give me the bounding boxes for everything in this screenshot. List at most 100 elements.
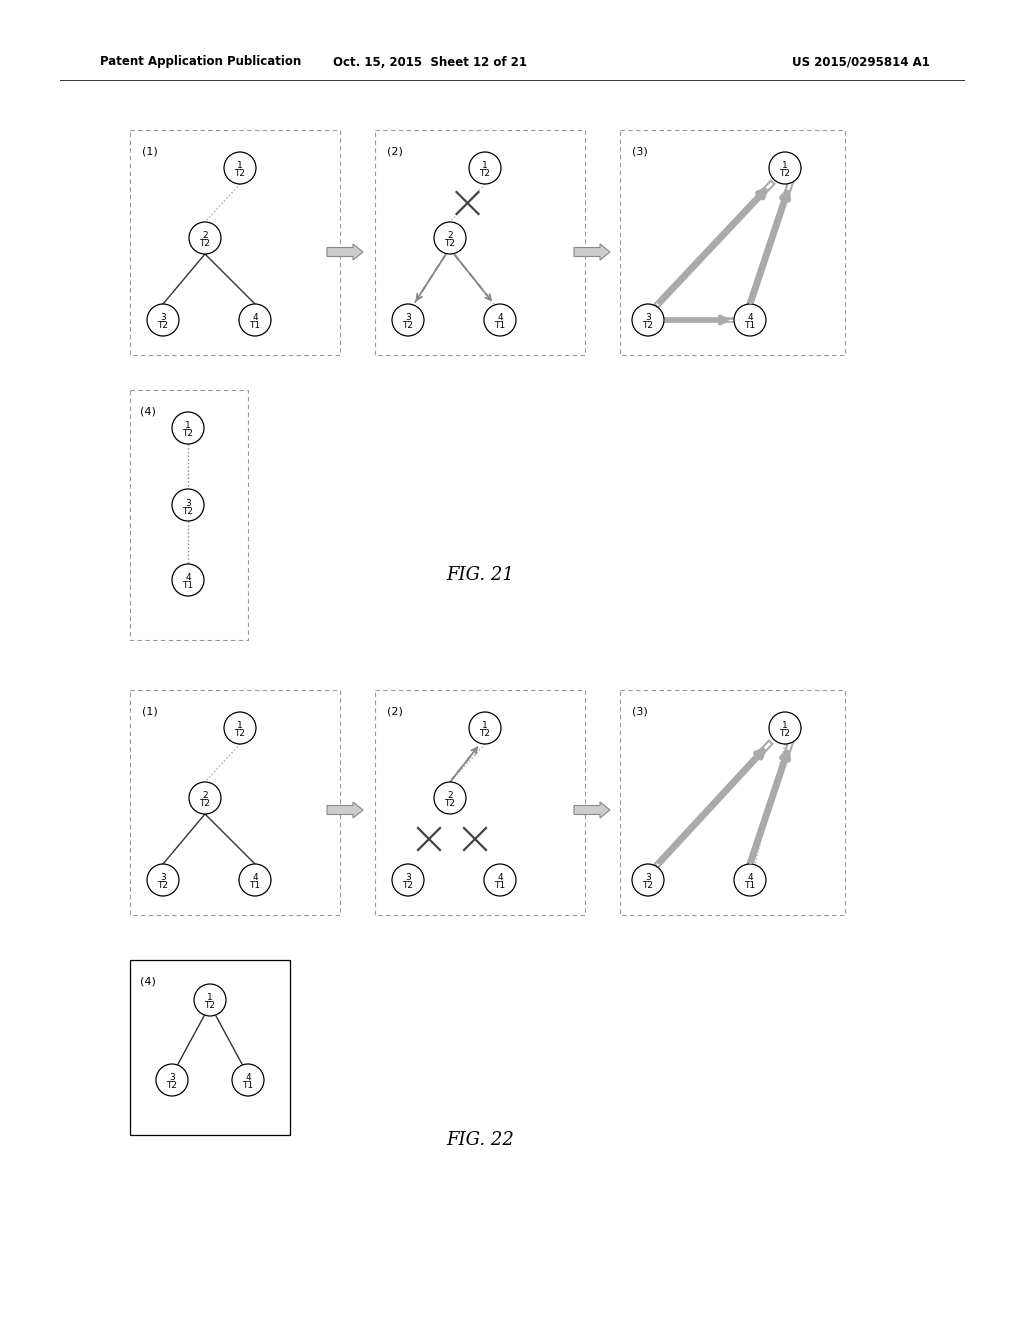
Text: (1): (1)	[142, 147, 158, 156]
Text: US 2015/0295814 A1: US 2015/0295814 A1	[793, 55, 930, 69]
Circle shape	[224, 711, 256, 744]
Circle shape	[189, 781, 221, 814]
Circle shape	[392, 304, 424, 337]
Text: 3: 3	[185, 499, 190, 507]
Text: 3: 3	[406, 874, 411, 883]
Circle shape	[769, 711, 801, 744]
Circle shape	[484, 865, 516, 896]
Text: 2: 2	[447, 792, 453, 800]
Bar	[375, 129, 585, 355]
Text: 2: 2	[202, 231, 208, 240]
Text: FIG. 21: FIG. 21	[446, 566, 514, 583]
Bar	[620, 129, 845, 355]
FancyArrow shape	[574, 244, 610, 260]
Circle shape	[434, 781, 466, 814]
Text: T1: T1	[250, 322, 260, 330]
Text: T2: T2	[402, 882, 414, 891]
Text: T2: T2	[234, 169, 246, 178]
Text: (2): (2)	[387, 706, 402, 715]
Circle shape	[769, 152, 801, 183]
Text: 3: 3	[160, 874, 166, 883]
Text: T2: T2	[779, 730, 791, 738]
Text: T2: T2	[234, 730, 246, 738]
Text: FIG. 22: FIG. 22	[446, 1131, 514, 1148]
Text: T1: T1	[182, 582, 194, 590]
Text: T1: T1	[250, 882, 260, 891]
Circle shape	[147, 865, 179, 896]
Text: T2: T2	[444, 239, 456, 248]
Bar	[130, 960, 290, 1135]
Text: T2: T2	[200, 800, 211, 808]
Text: 4: 4	[498, 314, 503, 322]
Text: 4: 4	[748, 314, 753, 322]
FancyArrow shape	[327, 803, 362, 818]
Circle shape	[147, 304, 179, 337]
Text: Oct. 15, 2015  Sheet 12 of 21: Oct. 15, 2015 Sheet 12 of 21	[333, 55, 527, 69]
Text: 2: 2	[447, 231, 453, 240]
FancyArrow shape	[327, 244, 362, 260]
Text: T2: T2	[200, 239, 211, 248]
Circle shape	[632, 865, 664, 896]
Text: T1: T1	[744, 882, 756, 891]
Text: 2: 2	[202, 792, 208, 800]
Text: Patent Application Publication: Patent Application Publication	[100, 55, 301, 69]
Text: T2: T2	[779, 169, 791, 178]
Bar	[375, 690, 585, 915]
Text: 1: 1	[238, 722, 243, 730]
Bar	[130, 690, 340, 915]
Circle shape	[172, 488, 204, 521]
Circle shape	[392, 865, 424, 896]
Text: (2): (2)	[387, 147, 402, 156]
Text: 1: 1	[185, 421, 190, 430]
Text: 1: 1	[482, 161, 487, 170]
Text: T2: T2	[642, 322, 653, 330]
Bar	[130, 129, 340, 355]
Text: 1: 1	[782, 161, 787, 170]
Text: (3): (3)	[632, 706, 648, 715]
Circle shape	[469, 711, 501, 744]
Circle shape	[224, 152, 256, 183]
Circle shape	[484, 304, 516, 337]
Text: T2: T2	[167, 1081, 177, 1090]
Circle shape	[156, 1064, 188, 1096]
Text: T2: T2	[182, 429, 194, 438]
Circle shape	[434, 222, 466, 253]
Text: T1: T1	[243, 1081, 254, 1090]
Circle shape	[469, 152, 501, 183]
Circle shape	[172, 564, 204, 597]
Text: (1): (1)	[142, 706, 158, 715]
Text: 4: 4	[252, 314, 258, 322]
Text: (4): (4)	[140, 407, 156, 416]
Circle shape	[632, 304, 664, 337]
Text: T1: T1	[744, 322, 756, 330]
Circle shape	[734, 304, 766, 337]
Text: 1: 1	[782, 722, 787, 730]
Text: T2: T2	[479, 730, 490, 738]
Text: 1: 1	[207, 994, 213, 1002]
Text: 1: 1	[238, 161, 243, 170]
Circle shape	[189, 222, 221, 253]
Text: 4: 4	[498, 874, 503, 883]
Text: 3: 3	[160, 314, 166, 322]
Text: T2: T2	[205, 1002, 215, 1011]
Text: T2: T2	[158, 882, 169, 891]
Text: T2: T2	[479, 169, 490, 178]
Text: 4: 4	[245, 1073, 251, 1082]
Text: T2: T2	[444, 800, 456, 808]
Text: 4: 4	[185, 573, 190, 582]
Text: T1: T1	[495, 322, 506, 330]
Text: T2: T2	[642, 882, 653, 891]
Text: 1: 1	[482, 722, 487, 730]
Bar	[130, 389, 248, 640]
Text: 4: 4	[252, 874, 258, 883]
Circle shape	[239, 304, 271, 337]
Text: 4: 4	[748, 874, 753, 883]
Text: T2: T2	[158, 322, 169, 330]
Circle shape	[734, 865, 766, 896]
Text: 3: 3	[645, 874, 651, 883]
Text: 3: 3	[406, 314, 411, 322]
Text: (3): (3)	[632, 147, 648, 156]
Text: 3: 3	[645, 314, 651, 322]
Circle shape	[194, 983, 226, 1016]
Text: 3: 3	[169, 1073, 175, 1082]
